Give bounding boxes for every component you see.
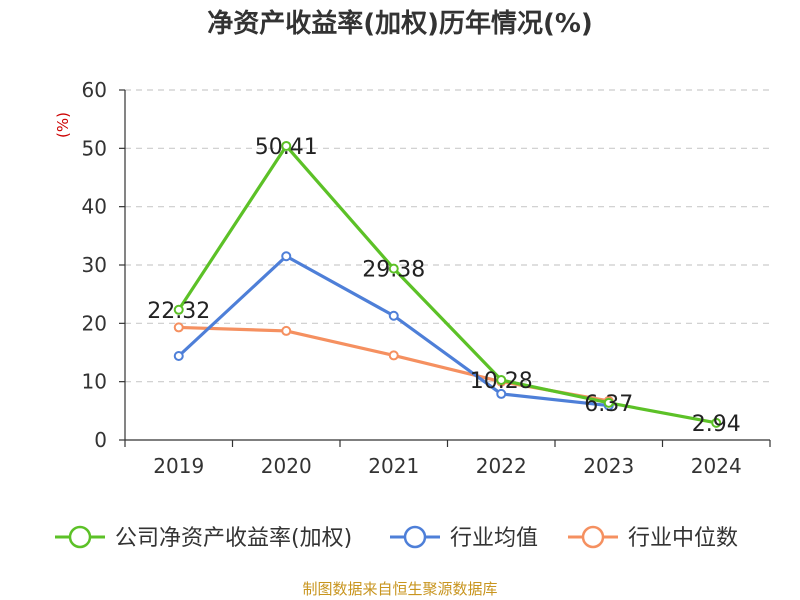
data-label: 2.94: [692, 412, 741, 437]
data-point: [173, 322, 184, 333]
legend-item: 行业中位数: [568, 525, 738, 551]
legend-item: 公司净资产收益率(加权): [55, 525, 352, 551]
data-point: [173, 304, 184, 315]
data-label: 50.41: [255, 135, 318, 160]
source-note: 制图数据来自恒生聚源数据库: [302, 580, 497, 598]
y-tick-label: 40: [82, 195, 107, 219]
data-label-layer: 22.32 50.41 29.38 10.28 6.37 2.94: [147, 135, 740, 437]
data-point: [388, 350, 399, 361]
legend-item: 行业均值: [390, 525, 538, 551]
data-point: [281, 251, 292, 262]
y-tick-label: 30: [82, 253, 107, 277]
legend-swatch-marker: [581, 525, 605, 549]
data-point: [173, 351, 184, 361]
data-point: [496, 388, 507, 399]
data-point: [711, 417, 722, 428]
data-point: [388, 310, 399, 321]
legend-swatch-marker: [403, 525, 427, 549]
legend-swatch-marker: [68, 525, 92, 549]
data-label: 22.32: [147, 299, 210, 324]
y-unit-label: (%): [54, 112, 72, 138]
data-label: 6.37: [584, 392, 633, 417]
y-tick-label: 0: [94, 428, 107, 452]
y-tick-label: 50: [82, 136, 107, 160]
series-line: [177, 144, 718, 425]
y-tick-label: 10: [82, 370, 107, 394]
grid-layer: [125, 89, 770, 383]
data-point: [281, 140, 292, 151]
data-point: [281, 325, 292, 336]
y-tick-label: 60: [82, 78, 107, 102]
y-tick-label: 20: [82, 311, 107, 335]
data-label: 10.28: [470, 369, 533, 394]
data-point: [388, 263, 399, 274]
x-tick-label: 2023: [583, 454, 634, 478]
data-point: [496, 375, 507, 386]
legend-label: 公司净资产收益率(加权): [115, 526, 352, 551]
data-point: [603, 397, 614, 408]
x-tick-label: 2019: [153, 454, 204, 478]
legend-label: 行业中位数: [628, 526, 738, 551]
legend-label: 行业均值: [450, 526, 538, 551]
legend: 公司净资产收益率(加权) 行业均值 行业中位数: [55, 525, 738, 551]
x-tick-label: 2024: [691, 454, 742, 478]
x-tick-label: 2020: [261, 454, 312, 478]
x-tick-label: 2022: [476, 454, 527, 478]
x-tick-label: 2021: [368, 454, 419, 478]
series-layer: [173, 140, 722, 428]
data-label: 29.38: [362, 258, 425, 283]
chart-title: 净资产收益率(加权)历年情况(%): [207, 8, 593, 39]
axis-layer: 0 10 20 30 40 50 60 2019 2020 2021 2022 2023 2024: [82, 78, 771, 478]
